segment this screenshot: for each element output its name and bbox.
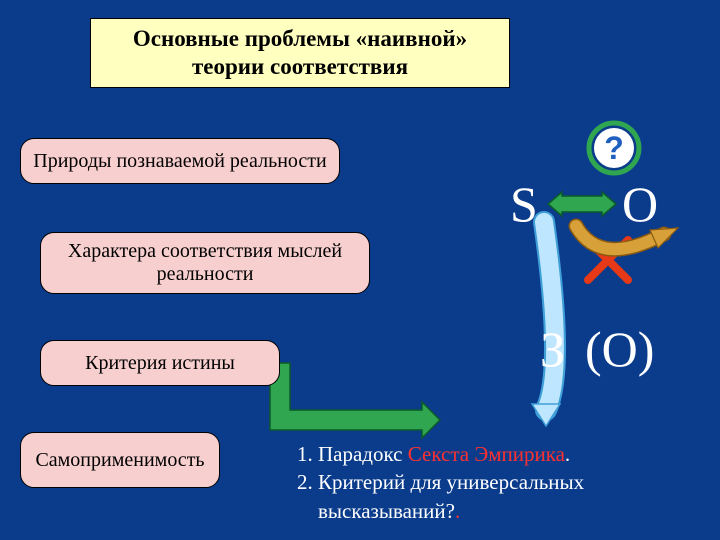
red-x-icon bbox=[588, 240, 628, 280]
box-nature-label: Природы познаваемой реальности bbox=[33, 150, 326, 173]
letter-Oparen: (О) bbox=[585, 320, 654, 378]
title-line1: Основные проблемы «наивной» bbox=[91, 25, 509, 53]
curve-arrow-lightblue-outline bbox=[544, 222, 555, 410]
list-item-part: . bbox=[565, 442, 570, 466]
letter-Z: З bbox=[540, 320, 565, 378]
list-item-part: Парадокс bbox=[318, 442, 408, 466]
list-item-part: Секста Эмпирика bbox=[408, 442, 565, 466]
title-box: Основные проблемы «наивной»теории соотве… bbox=[90, 18, 510, 88]
box-nature: Природы познаваемой реальности bbox=[20, 138, 340, 184]
letter-S: S bbox=[510, 175, 538, 233]
svg-text:?: ? bbox=[604, 130, 624, 166]
box-self-label: Самоприменимость bbox=[35, 449, 204, 472]
box-criterion: Критерия истины bbox=[40, 340, 280, 386]
curve-arrow-lightblue bbox=[544, 222, 555, 410]
double-arrow-so bbox=[548, 192, 616, 216]
list-item: Парадокс Секста Эмпирика. bbox=[318, 440, 698, 468]
list-item-part: . bbox=[455, 499, 460, 523]
box-criterion-label: Критерия истины bbox=[85, 352, 235, 375]
elbow-arrow-green bbox=[270, 363, 440, 438]
box-character-label: Характера соответствия мыслей реальности bbox=[49, 240, 361, 286]
question-icon: ? bbox=[589, 123, 639, 173]
title-line2: теории соответствия bbox=[91, 53, 509, 81]
curve-arrow-lightblue-head bbox=[532, 404, 560, 426]
problem-list: Парадокс Секста Эмпирика.Критерий для ун… bbox=[278, 440, 698, 525]
list-item-part: Критерий для универсальных высказываний? bbox=[318, 470, 584, 522]
box-character: Характера соответствия мыслей реальности bbox=[40, 232, 370, 294]
letter-O: O bbox=[622, 175, 658, 233]
list-item: Критерий для универсальных высказываний?… bbox=[318, 468, 698, 525]
box-self: Самоприменимость bbox=[20, 432, 220, 488]
